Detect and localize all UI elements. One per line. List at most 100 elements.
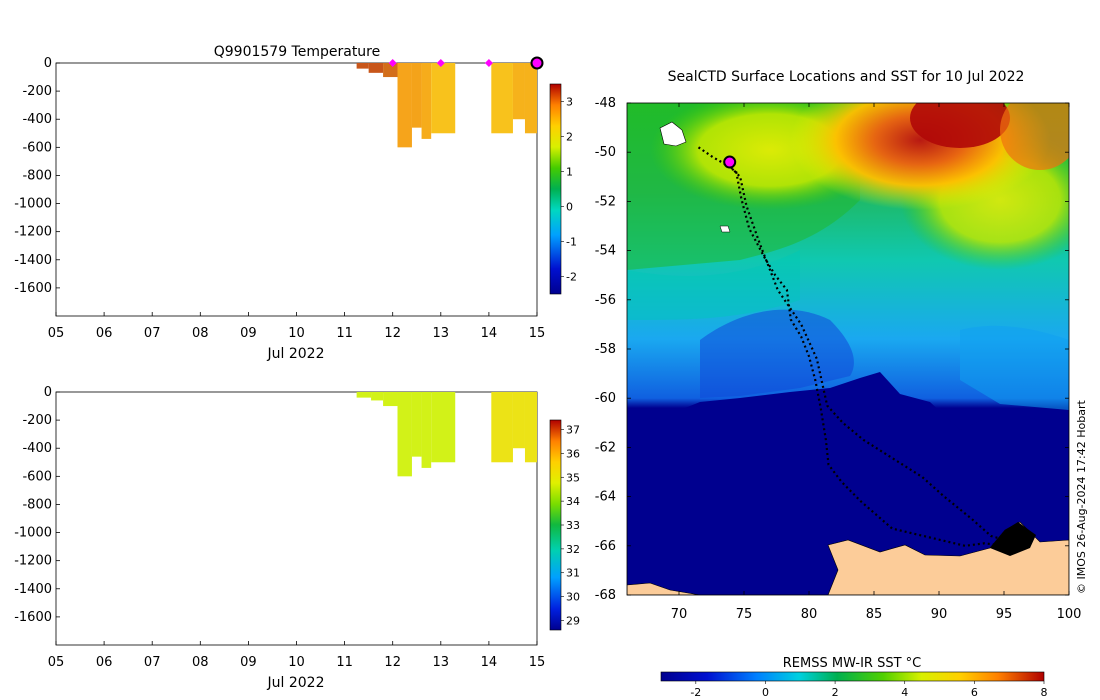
longitude-tick-label: 90 [931, 607, 948, 622]
temperature-panel: Q9901579 Temperature 0 -200 -400 -600 -800 -1… [14, 44, 577, 362]
kerguelen-island [659, 121, 687, 147]
temperature-depth-ticks: 0 -200 -400 -600 -800 -1000 -1200 -1400 -1600 [14, 56, 60, 296]
salinity-profiles [356, 392, 537, 477]
temperature-colorbar-ticks: 3 2 1 0 -1 -2 [561, 96, 577, 284]
colorbar-tick-label: 2 [566, 131, 573, 144]
profile-column [491, 392, 513, 463]
profile-column [524, 392, 537, 463]
salinity-date-ticks: 05 06 07 08 09 10 11 12 13 14 15 [48, 641, 546, 670]
temperature-colorbar [549, 83, 562, 295]
date-tick-label: 12 [384, 655, 401, 670]
salinity-panel: 0 -200 -400 -600 -800 -1000 -1200 -1400 -1600 05… [14, 385, 580, 691]
date-tick-label: 07 [144, 655, 161, 670]
latitude-ticks: -48 -50 -52 -54 -56 -58 -60 -62 -64 -66 -68 [595, 96, 1069, 603]
depth-tick-label: -600 [22, 140, 52, 155]
depth-tick-label: -1600 [14, 281, 52, 296]
current-location-dot [723, 155, 737, 169]
date-tick-label: 09 [240, 326, 257, 341]
map-title: SealCTD Surface Locations and SST for 10… [668, 69, 1025, 85]
sst-colorbar [660, 671, 1045, 682]
depth-tick-label: -800 [22, 168, 52, 183]
latitude-tick-label: -66 [595, 539, 616, 554]
temperature-plot-area [55, 62, 538, 317]
colorbar-tick-label: 1 [566, 166, 573, 179]
depth-tick-label: -1400 [14, 582, 52, 597]
profile-column [524, 63, 537, 134]
colorbar-tick-label: 3 [566, 96, 573, 109]
colorbar-tick-label: -2 [566, 271, 577, 284]
depth-tick-label: -1200 [14, 225, 52, 240]
profile-column [368, 63, 384, 73]
date-tick-label: 10 [288, 326, 305, 341]
date-tick-label: 10 [288, 655, 305, 670]
profile-column [356, 63, 369, 69]
colorbar-tick-label: 31 [566, 567, 580, 580]
colorbar-tick-label: 29 [566, 614, 580, 627]
colorbar-tick-label: 37 [566, 424, 580, 437]
current-location-marker [723, 155, 737, 169]
profile-column [411, 63, 422, 128]
date-tick-label: 15 [529, 655, 546, 670]
depth-tick-label: -800 [22, 497, 52, 512]
date-tick-label: 08 [192, 655, 209, 670]
latitude-tick-label: -50 [595, 145, 616, 160]
salinity-colorbar [549, 419, 562, 631]
date-tick-label: 14 [481, 326, 498, 341]
latitude-tick-label: -54 [595, 244, 616, 259]
date-tick-label: 05 [48, 326, 65, 341]
colorbar-tick-label: 32 [566, 543, 580, 556]
date-tick-label: 11 [336, 655, 353, 670]
longitude-tick-label: 100 [1057, 607, 1082, 622]
profile-column [491, 63, 513, 134]
sst-colorbar-tick-label: 4 [901, 686, 908, 699]
latitude-tick-label: -64 [595, 490, 616, 505]
date-tick-label: 05 [48, 655, 65, 670]
depth-tick-label: -400 [22, 441, 52, 456]
longitude-tick-label: 85 [866, 607, 883, 622]
longitude-tick-label: 75 [736, 607, 753, 622]
profile-column [383, 392, 398, 407]
profile-column [431, 392, 456, 463]
sst-colorbar-tick-label: 6 [971, 686, 978, 699]
profile-markers [388, 56, 544, 70]
colorbar-tick-label: 36 [566, 447, 580, 460]
temperature-x-axis-label: Jul 2022 [267, 346, 325, 362]
sst-map-panel: SealCTD Surface Locations and SST for 10… [595, 69, 1088, 699]
temperature-date-ticks: 05 06 07 08 09 10 11 12 13 14 15 [48, 312, 546, 341]
depth-tick-label: -1400 [14, 253, 52, 268]
longitude-tick-label: 95 [996, 607, 1013, 622]
depth-tick-label: -200 [22, 84, 52, 99]
colorbar-tick-label: 30 [566, 591, 580, 604]
depth-tick-label: -600 [22, 469, 52, 484]
temperature-profiles [356, 63, 537, 148]
salinity-colorbar-ticks: 37 36 35 34 33 32 31 30 29 [561, 424, 580, 627]
depth-tick-label: -1000 [14, 197, 52, 212]
date-tick-label: 14 [481, 655, 498, 670]
colorbar-tick-label: 34 [566, 495, 580, 508]
profile-date-marker [388, 59, 397, 67]
depth-tick-label: -200 [22, 413, 52, 428]
date-tick-label: 13 [433, 655, 450, 670]
profile-column [356, 392, 372, 398]
longitude-tick-label: 80 [801, 607, 818, 622]
salinity-x-axis-label: Jul 2022 [267, 675, 325, 691]
profile-column [411, 392, 422, 457]
latitude-tick-label: -68 [595, 588, 616, 603]
sst-colorbar-tick-label: -2 [690, 686, 701, 699]
sst-colorbar-tick-label: 8 [1041, 686, 1048, 699]
latest-profile-marker [530, 56, 544, 70]
latitude-tick-label: -62 [595, 440, 616, 455]
profile-column [371, 392, 384, 401]
depth-tick-label: 0 [44, 385, 52, 400]
colorbar-tick-label: 33 [566, 519, 580, 532]
date-tick-label: 15 [529, 326, 546, 341]
latitude-tick-label: -58 [595, 342, 616, 357]
copyright-note: © IMOS 26-Aug-2024 17:42 Hobart [1075, 400, 1088, 594]
date-tick-label: 06 [96, 326, 113, 341]
depth-tick-label: -400 [22, 112, 52, 127]
latitude-tick-label: -60 [595, 391, 616, 406]
depth-tick-label: -1200 [14, 554, 52, 569]
depth-tick-label: -1600 [14, 610, 52, 625]
profile-column [397, 392, 412, 477]
